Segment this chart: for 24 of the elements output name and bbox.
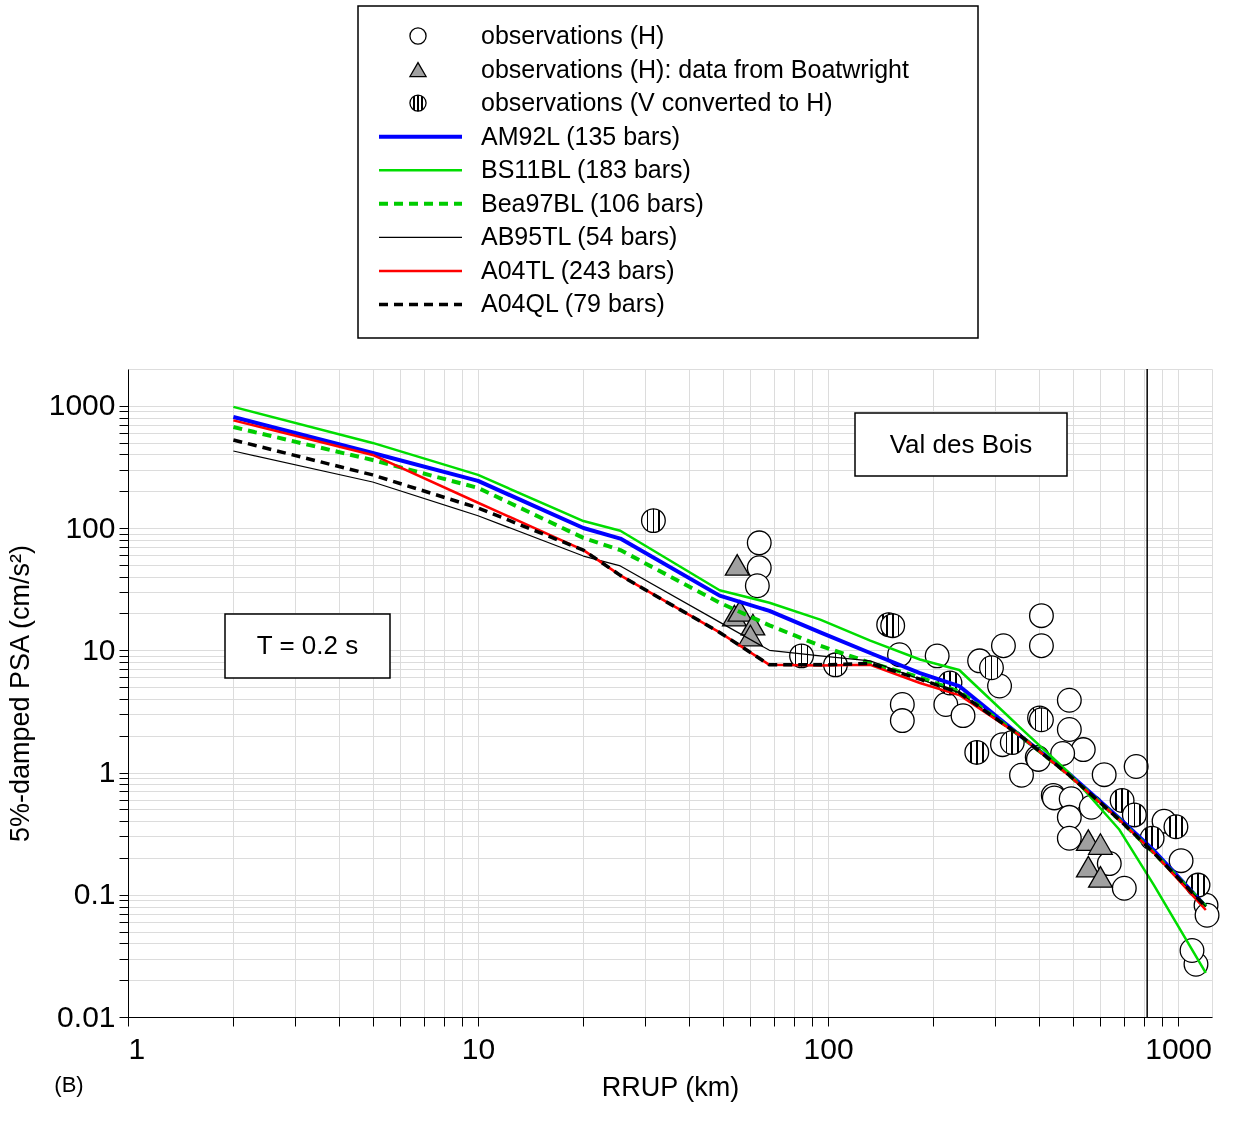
y-tick-label: 0.01 xyxy=(57,999,116,1033)
x-tick-label: 10 xyxy=(461,1031,496,1065)
y-axis-title: 5%-damped PSA (cm/s²) xyxy=(4,544,35,843)
legend-label: AM92L (135 bars) xyxy=(481,121,681,150)
legend-label: BS11BL (183 bars) xyxy=(481,155,691,184)
legend-label: A04TL (243 bars) xyxy=(481,255,675,284)
text: (B) xyxy=(54,1072,84,1097)
x-tick-label: 100 xyxy=(803,1031,854,1065)
legend-label: Bea97BL (106 bars) xyxy=(481,188,704,217)
y-tick-label: 1000 xyxy=(48,388,116,422)
legend-label: observations (V converted to H) xyxy=(481,88,833,117)
legend-label: A04QL (79 bars) xyxy=(481,289,665,318)
y-tick-label: 100 xyxy=(65,510,116,544)
x-axis-title: RRUP (km) xyxy=(601,1071,740,1102)
y-tick-label: 10 xyxy=(82,632,116,666)
legend-label: observations (H): data from Boatwright xyxy=(481,54,910,83)
x-tick-label: 1000 xyxy=(1145,1031,1212,1065)
annotation: T = 0.2 s xyxy=(256,630,359,660)
legend-label: observations (H) xyxy=(481,21,665,49)
annotation: Val des Bois xyxy=(889,428,1033,459)
legend-label: AB95TL (54 bars) xyxy=(481,222,678,251)
x-tick-label: 1 xyxy=(128,1031,146,1065)
y-tick-label: 0.1 xyxy=(73,877,116,911)
y-tick-label: 1 xyxy=(98,755,116,789)
